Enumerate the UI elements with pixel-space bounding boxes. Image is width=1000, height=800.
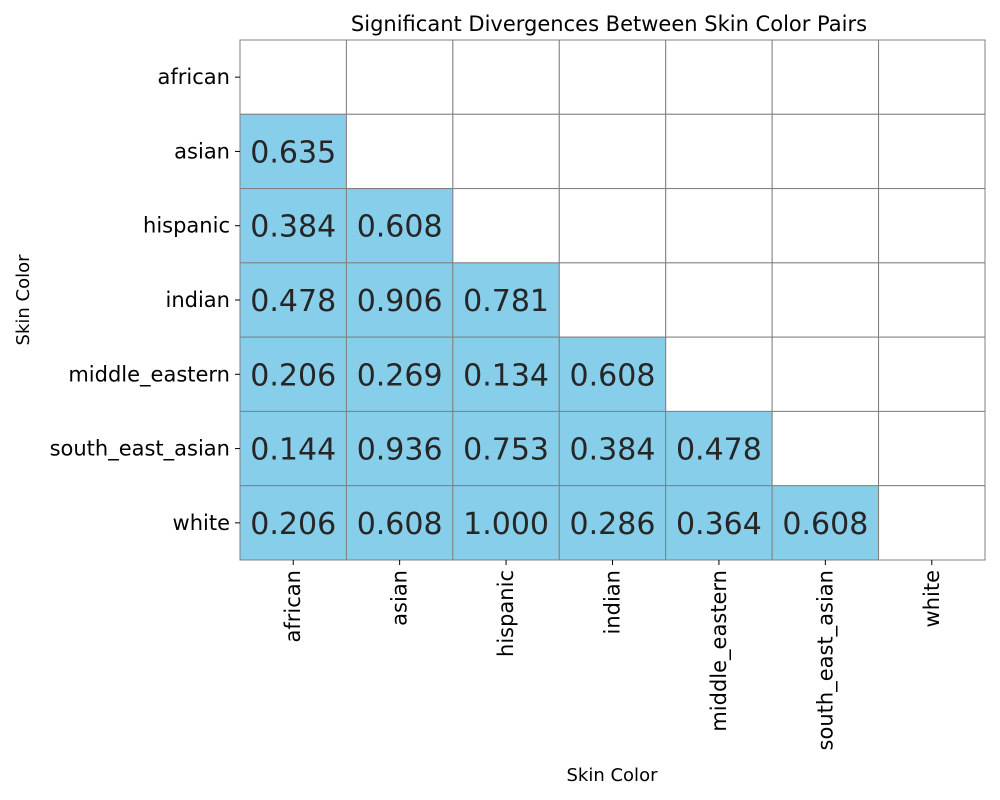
cell-value-indian-african: 0.478 [250, 284, 336, 319]
cell-hispanic-south-east-asian [771, 188, 880, 264]
cell-asian-white [878, 113, 986, 190]
cell-south-east-asian-south-east-asian [771, 410, 880, 487]
y-tick-label: middle_eastern [68, 362, 230, 387]
cell-south-east-asian-asian [345, 410, 454, 487]
cell-value-south-east-asian-asian: 0.936 [357, 433, 443, 468]
cell-african-asian [345, 39, 454, 115]
cell-value-white-middle-eastern: 0.364 [676, 507, 762, 542]
cell-value-south-east-asian-hispanic: 0.753 [463, 433, 549, 468]
cell-african-african [239, 39, 347, 115]
x-tick-label: white [920, 570, 944, 627]
x-tick-label: asian [388, 570, 412, 626]
y-tick-label: asian [174, 139, 230, 163]
cell-hispanic-african [239, 188, 347, 264]
cell-asian-south-east-asian [771, 113, 880, 190]
cell-asian-african [239, 113, 347, 190]
cell-value-middle-eastern-asian: 0.269 [357, 358, 443, 393]
x-tick-label: middle_eastern [707, 570, 732, 732]
cell-middle-eastern-asian [345, 336, 454, 412]
cell-value-indian-asian: 0.906 [357, 284, 443, 319]
cell-south-east-asian-indian [558, 410, 667, 487]
cell-hispanic-hispanic [452, 188, 560, 264]
y-axis-label: Skin Color [13, 254, 34, 346]
x-tick-label: indian [601, 570, 625, 635]
x-axis-label: Skin Color [567, 765, 659, 786]
cell-middle-eastern-indian [558, 336, 667, 412]
cell-value-white-south-east-asian: 0.608 [782, 507, 868, 542]
plot-area: 0.635 0.384 0.608 0.478 0.906 0.781 0.206 0.269… [50, 39, 986, 750]
cell-white-indian [558, 485, 667, 561]
cell-south-east-asian-hispanic [452, 410, 560, 487]
cell-indian-african [239, 262, 347, 338]
cell-value-indian-hispanic: 0.781 [463, 284, 549, 319]
cell-asian-middle-eastern [665, 113, 773, 190]
y-tick-label: south_east_asian [50, 437, 230, 462]
cell-value-white-african: 0.206 [250, 507, 336, 542]
cell-white-middle-eastern [665, 485, 773, 561]
x-tick-label: south_east_asian [813, 570, 838, 750]
x-tick-label: hispanic [494, 570, 518, 657]
cell-white-hispanic [452, 485, 560, 561]
cell-value-south-east-asian-african: 0.144 [250, 433, 336, 468]
cell-asian-indian [558, 113, 667, 190]
cell-middle-eastern-south-east-asian [771, 336, 880, 412]
cell-value-white-asian: 0.608 [357, 507, 443, 542]
cell-value-asian-african: 0.635 [250, 135, 336, 170]
cell-white-asian [345, 485, 454, 561]
cell-hispanic-middle-eastern [665, 188, 773, 264]
cell-value-middle-eastern-hispanic: 0.134 [463, 358, 549, 393]
cell-south-east-asian-white [878, 410, 986, 487]
y-tick-label: african [158, 65, 230, 89]
x-tick-label: african [281, 570, 305, 642]
cell-hispanic-white [878, 188, 986, 264]
cell-indian-indian [558, 262, 667, 338]
chart-title: Significant Divergences Between Skin Col… [351, 12, 867, 36]
cell-middle-eastern-white [878, 336, 986, 412]
cell-value-south-east-asian-middle-eastern: 0.478 [676, 433, 762, 468]
cell-white-white [878, 485, 986, 561]
cell-value-white-indian: 0.286 [570, 507, 656, 542]
cell-value-white-hispanic: 1.000 [463, 507, 549, 542]
cell-value-middle-eastern-african: 0.206 [250, 358, 336, 393]
cell-indian-south-east-asian [771, 262, 880, 338]
cell-hispanic-indian [558, 188, 667, 264]
cell-value-south-east-asian-indian: 0.384 [570, 433, 656, 468]
cell-asian-asian [345, 113, 454, 190]
cell-african-hispanic [452, 39, 560, 115]
cell-indian-hispanic [452, 262, 560, 338]
cell-middle-eastern-middle-eastern [665, 336, 773, 412]
cell-african-middle-eastern [665, 39, 773, 115]
cell-value-hispanic-asian: 0.608 [357, 210, 443, 245]
cell-african-indian [558, 39, 667, 115]
cell-value-hispanic-african: 0.384 [250, 210, 336, 245]
y-tick-label: white [173, 511, 230, 535]
cell-white-south-east-asian [771, 485, 880, 561]
cell-value-middle-eastern-indian: 0.608 [570, 358, 656, 393]
cell-hispanic-asian [345, 188, 454, 264]
cell-south-east-asian-middle-eastern [665, 410, 773, 487]
y-tick-label: hispanic [143, 214, 230, 238]
cell-indian-middle-eastern [665, 262, 773, 338]
cell-indian-white [878, 262, 986, 338]
cell-african-white [878, 39, 986, 115]
cell-asian-hispanic [452, 113, 560, 190]
cell-african-south-east-asian [771, 39, 880, 115]
y-tick-label: indian [166, 288, 231, 312]
cell-indian-asian [345, 262, 454, 338]
